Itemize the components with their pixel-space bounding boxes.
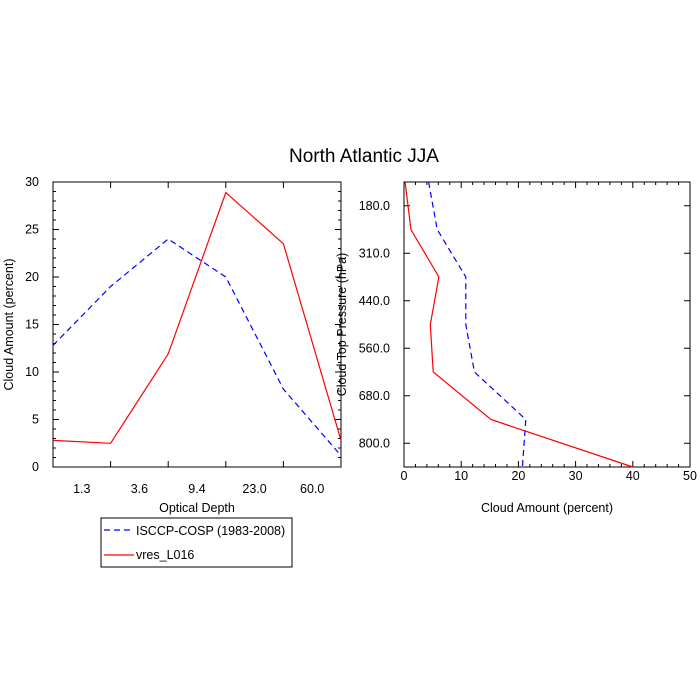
right-y-tick-label: 680.0 (359, 389, 390, 403)
right-y-tick-label: 800.0 (359, 436, 390, 450)
legend: ISCCP-COSP (1983-2008) vres_L016 (100, 517, 293, 568)
left-x-tick-label: 60.0 (300, 482, 324, 496)
left-y-tick-label: 20 (25, 270, 39, 284)
right-y-axis-label: Cloud Top Pressure (hPa) (335, 253, 349, 397)
left-y-tick-label: 0 (32, 460, 39, 474)
right-x-tick-label: 0 (401, 469, 408, 483)
left-y-tick-label: 10 (25, 365, 39, 379)
right-x-tick-label: 50 (683, 469, 697, 483)
right-plot-frame (403, 181, 691, 468)
left-y-tick-label: 30 (25, 175, 39, 189)
left-x-tick-label: 23.0 (242, 482, 266, 496)
left-series-isccp-line (52, 238, 342, 456)
left-y-tick-label: 5 (32, 413, 39, 427)
right-y-tick-label: 180.0 (359, 199, 390, 213)
left-x-tick-label: 9.4 (188, 482, 205, 496)
right-x-tick-label: 40 (626, 469, 640, 483)
left-panel: 0 5 10 15 20 25 30 1.3 3.6 9.4 23.0 60.0 Optical Dep… (2, 175, 342, 515)
left-y-tick-label: 15 (25, 318, 39, 332)
left-series-model-line (52, 191, 342, 444)
right-x-tick-label: 30 (569, 469, 583, 483)
legend-label-model: vres_L016 (136, 548, 194, 562)
right-x-tick-label: 10 (454, 469, 468, 483)
legend-label-isccp: ISCCP-COSP (1983-2008) (136, 524, 285, 538)
right-x-axis-label: Cloud Amount (percent) (481, 501, 613, 515)
chart-title: North Atlantic JJA (289, 146, 439, 167)
right-y-tick-label: 440.0 (359, 294, 390, 308)
legend-box (100, 517, 293, 568)
left-x-axis-label: Optical Depth (159, 501, 235, 515)
left-y-axis-label: Cloud Amount (percent) (2, 258, 16, 390)
right-y-tick-label: 310.0 (359, 246, 390, 260)
right-x-tick-label: 20 (511, 469, 525, 483)
left-x-tick-label: 3.6 (131, 482, 148, 496)
right-series-isccp-line (428, 181, 527, 468)
right-series-model-line (404, 181, 633, 468)
right-y-tick-label: 560.0 (359, 341, 390, 355)
left-x-tick-label: 1.3 (73, 482, 90, 496)
left-y-tick-label: 25 (25, 223, 39, 237)
right-panel: 0 10 20 30 40 50 180.0 310.0 440.0 560.0 680.0 800.… (335, 181, 697, 515)
